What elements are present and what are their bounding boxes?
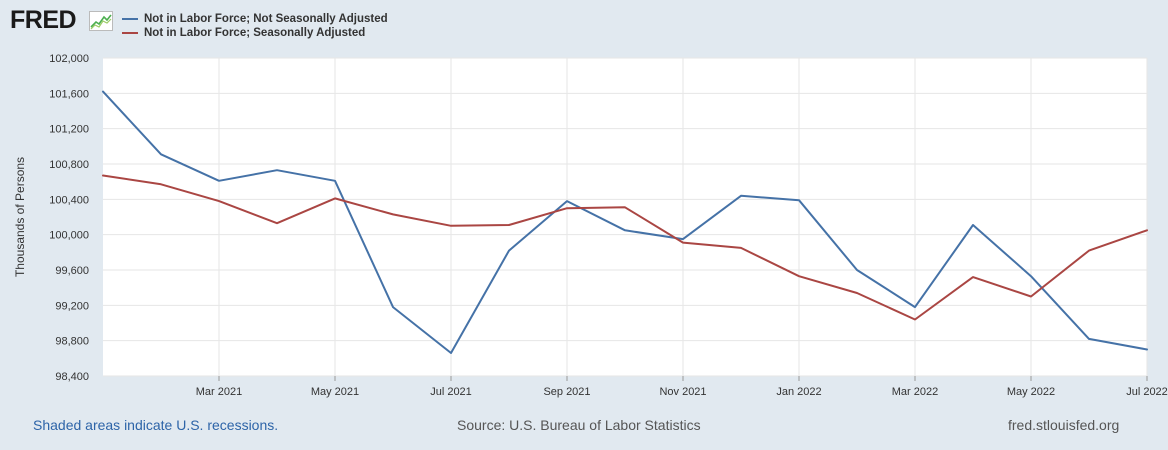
y-axis-label: Thousands of Persons bbox=[13, 157, 27, 277]
source-note: Source: U.S. Bureau of Labor Statistics bbox=[457, 417, 701, 433]
line-chart[interactable]: 98,400 98,800 99,200 99,600 100,000 100,400 10… bbox=[0, 0, 1168, 410]
series-line-nsa[interactable] bbox=[102, 90, 1148, 354]
data-point[interactable] bbox=[970, 222, 976, 228]
data-point[interactable] bbox=[564, 205, 570, 211]
data-point[interactable] bbox=[1144, 347, 1150, 353]
data-point[interactable] bbox=[680, 240, 686, 246]
y-tick-label: 98,800 bbox=[55, 336, 89, 348]
data-point[interactable] bbox=[854, 290, 860, 296]
data-point[interactable] bbox=[796, 197, 802, 203]
data-point[interactable] bbox=[738, 193, 744, 199]
data-point[interactable] bbox=[564, 198, 570, 204]
y-axis-ticks: 98,400 98,800 99,200 99,600 100,000 100,400 10… bbox=[49, 53, 89, 383]
data-point[interactable] bbox=[216, 198, 222, 204]
series-line-sa[interactable] bbox=[102, 174, 1148, 321]
recessions-note-link[interactable]: Shaded areas indicate U.S. recessions. bbox=[33, 417, 279, 433]
data-point[interactable] bbox=[216, 178, 222, 184]
data-point[interactable] bbox=[158, 151, 164, 157]
x-tick-label: Mar 2021 bbox=[196, 386, 242, 398]
x-tick-label: Jan 2022 bbox=[776, 386, 821, 398]
x-axis-ticks: Mar 2021 May 2021 Jul 2021 Sep 2021 Nov 2021… bbox=[196, 376, 1168, 398]
data-point[interactable] bbox=[332, 178, 338, 184]
chart-legend: Not in Labor Force; Not Seasonally Adjus… bbox=[122, 12, 388, 40]
data-point[interactable] bbox=[796, 273, 802, 279]
fred-site-link[interactable]: fred.stlouisfed.org bbox=[1008, 417, 1120, 433]
y-tick-label: 100,400 bbox=[49, 194, 89, 206]
data-point[interactable] bbox=[970, 274, 976, 280]
data-point[interactable] bbox=[1086, 248, 1092, 254]
legend-swatch-nsa bbox=[122, 18, 138, 20]
fred-logo[interactable]: FRED bbox=[10, 6, 77, 34]
data-point[interactable] bbox=[622, 227, 628, 233]
data-point[interactable] bbox=[390, 211, 396, 217]
x-tick-label: Jul 2021 bbox=[430, 386, 472, 398]
data-point[interactable] bbox=[622, 204, 628, 210]
grid-lines bbox=[103, 57, 1148, 377]
data-point[interactable] bbox=[332, 195, 338, 201]
data-point[interactable] bbox=[100, 172, 106, 178]
y-tick-label: 101,200 bbox=[49, 124, 89, 136]
data-point[interactable] bbox=[506, 248, 512, 254]
legend-label-nsa: Not in Labor Force; Not Seasonally Adjus… bbox=[144, 13, 388, 25]
fred-chart-icon bbox=[89, 11, 113, 31]
legend-label-sa: Not in Labor Force; Seasonally Adjusted bbox=[144, 27, 366, 39]
legend-item-sa[interactable]: Not in Labor Force; Seasonally Adjusted bbox=[122, 26, 388, 40]
data-point[interactable] bbox=[158, 181, 164, 187]
x-tick-label: May 2022 bbox=[1007, 386, 1055, 398]
data-point[interactable] bbox=[912, 316, 918, 322]
data-point[interactable] bbox=[506, 222, 512, 228]
plot-area bbox=[103, 58, 1147, 376]
legend-item-nsa[interactable]: Not in Labor Force; Not Seasonally Adjus… bbox=[122, 12, 388, 26]
data-point[interactable] bbox=[390, 304, 396, 310]
data-point[interactable] bbox=[448, 350, 454, 356]
y-tick-label: 99,200 bbox=[55, 300, 89, 312]
x-tick-label: Mar 2022 bbox=[892, 386, 938, 398]
data-point[interactable] bbox=[854, 267, 860, 273]
data-point[interactable] bbox=[274, 220, 280, 226]
y-tick-label: 102,000 bbox=[49, 53, 89, 65]
data-point[interactable] bbox=[100, 89, 106, 95]
data-point[interactable] bbox=[1028, 273, 1034, 279]
y-tick-label: 100,800 bbox=[49, 159, 89, 171]
y-tick-label: 101,600 bbox=[49, 88, 89, 100]
x-tick-label: Jul 2022 bbox=[1126, 386, 1168, 398]
data-point[interactable] bbox=[448, 223, 454, 229]
data-point[interactable] bbox=[1028, 294, 1034, 300]
data-point[interactable] bbox=[738, 245, 744, 251]
y-tick-label: 98,400 bbox=[55, 371, 89, 383]
data-point[interactable] bbox=[1144, 227, 1150, 233]
series-lines bbox=[100, 89, 1150, 356]
x-tick-label: May 2021 bbox=[311, 386, 359, 398]
x-tick-label: Nov 2021 bbox=[659, 386, 706, 398]
legend-swatch-sa bbox=[122, 32, 138, 34]
data-point[interactable] bbox=[274, 167, 280, 173]
y-tick-label: 99,600 bbox=[55, 265, 89, 277]
y-tick-label: 100,000 bbox=[49, 230, 89, 242]
x-tick-label: Sep 2021 bbox=[543, 386, 590, 398]
data-point[interactable] bbox=[1086, 336, 1092, 342]
data-point[interactable] bbox=[912, 304, 918, 310]
